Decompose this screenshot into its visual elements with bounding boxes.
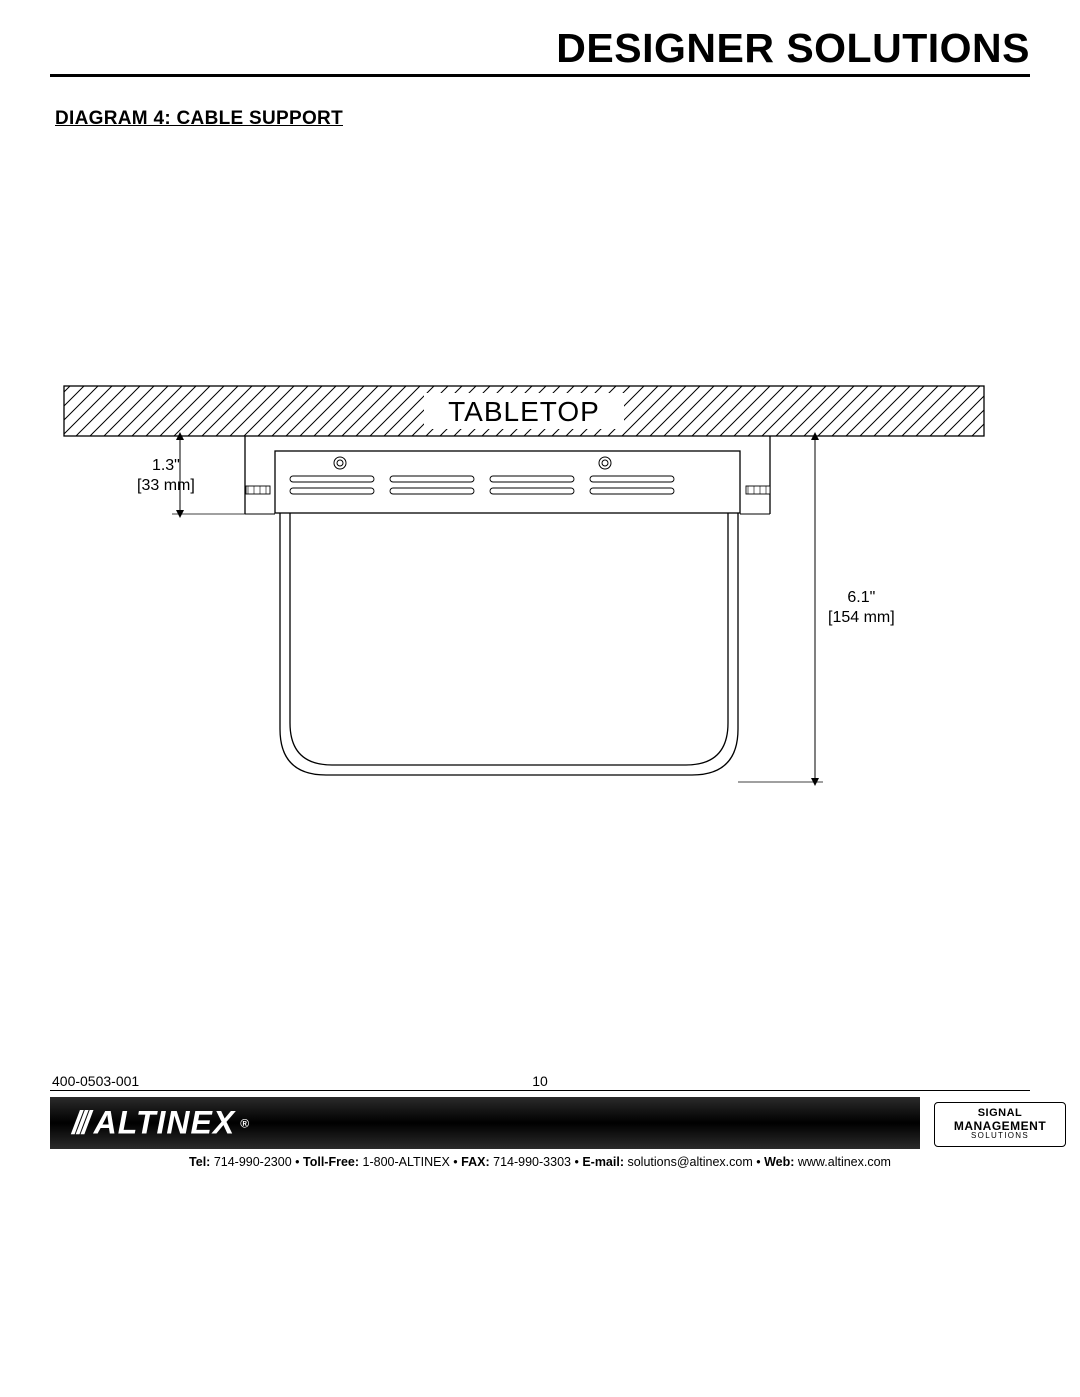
val-tf: 1-800-ALTINEX — [363, 1155, 450, 1169]
page-number: 10 — [532, 1073, 548, 1089]
dim-height-mm: [154 mm] — [828, 609, 895, 626]
footer-bar: /// ALTINEX ® — [50, 1097, 1030, 1149]
sms-line3: SOLUTIONS — [971, 1132, 1029, 1140]
dim-depth-mm: [33 mm] — [137, 477, 195, 494]
contact-line: Tel: 714-990-2300 • Toll-Free: 1-800-ALT… — [50, 1155, 1030, 1169]
cable-support-diagram: TABLETOP 1.3" [33 mm] 6.1" [154 mm] — [50, 378, 1030, 808]
dim-height-in: 6.1" — [847, 589, 875, 606]
header-title: DESIGNER SOLUTIONS — [556, 25, 1030, 72]
brand-logo: /// ALTINEX ® — [72, 1105, 250, 1142]
lbl-fax: FAX: — [461, 1155, 489, 1169]
brand-text: ALTINEX — [94, 1105, 236, 1142]
val-web: www.altinex.com — [798, 1155, 891, 1169]
lbl-tf: Toll-Free: — [303, 1155, 359, 1169]
dimension-depth-label: 1.3" [33 mm] — [137, 456, 195, 496]
sms-box: SIGNAL MANAGEMENT SOLUTIONS — [934, 1102, 1066, 1147]
val-fax: 714-990-3303 — [493, 1155, 571, 1169]
doc-number: 400-0503-001 — [52, 1073, 139, 1089]
brand-slashes-icon: /// — [72, 1105, 87, 1142]
lbl-tel: Tel: — [189, 1155, 210, 1169]
sms-logo: SIGNAL MANAGEMENT SOLUTIONS — [920, 1097, 1080, 1149]
dim-depth-in: 1.3" — [152, 457, 180, 474]
val-tel: 714-990-2300 — [214, 1155, 292, 1169]
svg-text:TABLETOP: TABLETOP — [448, 396, 600, 427]
lbl-em: E-mail: — [582, 1155, 624, 1169]
dimension-height-label: 6.1" [154 mm] — [828, 588, 895, 628]
diagram-title: DIAGRAM 4: CABLE SUPPORT — [55, 108, 343, 130]
val-em: solutions@altinex.com — [627, 1155, 752, 1169]
footer-meta: 400-0503-001 10 — [50, 1068, 1030, 1091]
lbl-web: Web: — [764, 1155, 794, 1169]
page-header: DESIGNER SOLUTIONS — [50, 18, 1030, 77]
brand-registered-icon: ® — [240, 1116, 250, 1130]
